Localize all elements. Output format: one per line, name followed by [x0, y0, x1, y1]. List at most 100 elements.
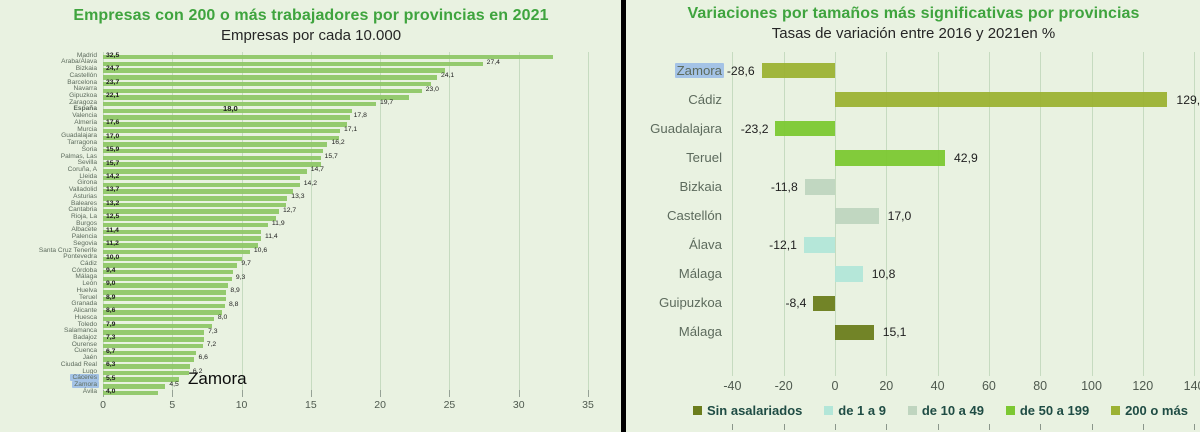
category-label: Baleares [0, 200, 99, 208]
bar [103, 202, 286, 208]
bar [835, 324, 874, 341]
category-label: Huelva [0, 287, 99, 295]
bar-value-label: 8,9 [230, 287, 240, 295]
axis-tick [1142, 424, 1144, 430]
bar [103, 249, 250, 255]
category-label: Palmas, Las [0, 153, 99, 161]
axis-tick [835, 424, 836, 430]
bar-value-label: 11,9 [271, 220, 285, 227]
bar [103, 316, 214, 322]
legend-swatch [1111, 405, 1121, 415]
bar [103, 350, 196, 356]
axis-tick-label: 25 [443, 399, 456, 411]
left-chart-subtitle: Empresas por cada 10.000 [220, 27, 402, 44]
category-label: Ávila [0, 388, 99, 396]
legend-swatch [1005, 405, 1015, 415]
category-label-text: Lugo [82, 367, 97, 375]
axis-tick-label: 0 [100, 399, 106, 411]
axis-tick-label: 80 [1033, 379, 1048, 393]
bar [103, 209, 279, 214]
bar-value-label: 7,2 [206, 340, 217, 348]
bar-value-label: 13,3 [291, 193, 305, 201]
bar-value-label: 9,3 [235, 273, 246, 281]
bar-value-label: 14,7 [310, 166, 324, 174]
axis-tick [587, 390, 589, 397]
bar [103, 162, 321, 167]
category-label-text: Araba/Álava [61, 58, 97, 66]
category-label: Rioja, La [0, 213, 99, 221]
category-label-text: Lleida [79, 172, 97, 180]
category-label-text: Huesca [74, 313, 97, 321]
category-label: Gipuzkoa [0, 92, 99, 100]
bar [103, 222, 268, 228]
bar-value-label: 9,7 [241, 260, 251, 268]
category-label-text: Toledo [77, 320, 97, 328]
category-label: Guadalajara [0, 132, 99, 140]
category-label: Valladolid [0, 186, 99, 194]
gridline [518, 52, 520, 390]
bar [835, 208, 879, 224]
category-label: Ciudad Real [0, 361, 99, 369]
bar [103, 135, 339, 141]
category-label-text: Teruel [686, 149, 722, 165]
bar [103, 128, 340, 134]
axis-tick [732, 424, 734, 430]
category-label-text: Bizkaia [75, 65, 97, 73]
category-label: Valencia [0, 112, 99, 120]
bar [103, 323, 213, 329]
axis-tick [172, 390, 174, 397]
bar-value-label: 10,8 [871, 267, 896, 282]
bar-value-label: 17,0 [106, 132, 120, 140]
category-label: Cuenca [0, 347, 99, 355]
bar-value-label: 12,5 [106, 213, 120, 221]
bar-value-label: 11,4 [106, 226, 119, 234]
legend-label: de 10 a 49 [921, 402, 984, 418]
category-label: Lugo [0, 367, 99, 376]
category-label: Málaga [627, 265, 724, 283]
bar-value-label: 6,6 [198, 354, 208, 362]
bar [103, 256, 242, 261]
bar [103, 236, 261, 241]
legend-item: de 10 a 49 [907, 402, 984, 418]
bar-value-label: -28,6 [726, 63, 755, 78]
bar [761, 62, 835, 79]
bar [835, 150, 946, 166]
axis-tick [310, 390, 312, 397]
category-label: Castellón [0, 72, 99, 80]
bar-value-label: -23,2 [740, 121, 769, 136]
category-label: Toledo [0, 320, 99, 329]
category-label-text: Santa Cruz Tenerife [38, 246, 97, 254]
bar-value-label: 11,4 [264, 233, 278, 241]
category-label-text: Salamanca [64, 327, 97, 335]
bar-value-label: 9,4 [106, 267, 116, 275]
category-label: Cádiz [0, 260, 99, 268]
bar [103, 343, 203, 349]
category-label: Lleida [0, 172, 99, 181]
axis-tick-label: -20 [774, 379, 793, 393]
category-label: España [0, 106, 99, 113]
legend-item: de 50 a 199 [1005, 403, 1089, 418]
bar-value-label: 17,1 [343, 125, 358, 133]
gridline [732, 52, 734, 376]
bar-value-label: 4,0 [106, 388, 116, 395]
category-label-text: Jaén [82, 354, 97, 362]
bar [103, 370, 189, 376]
gridline [103, 52, 104, 390]
bar [103, 229, 261, 235]
bar [103, 61, 483, 67]
bar [103, 377, 180, 382]
left-chart-title: Empresas con 200 o más trabajadores por … [73, 7, 549, 24]
zamora-annotation: Zamora [188, 369, 247, 388]
gridline [172, 52, 174, 390]
bar [775, 120, 835, 137]
category-label-text: Coruña, A [67, 165, 97, 173]
gridline [241, 52, 243, 390]
legend-item: Sin asalariados [693, 403, 802, 418]
gridline [1194, 52, 1196, 376]
bar [103, 384, 166, 389]
bar [103, 75, 437, 80]
bar-value-label: 13,7 [106, 186, 120, 194]
bar-value-label: 15,9 [106, 146, 120, 154]
axis-tick [449, 390, 451, 397]
category-label: Zaragoza [0, 99, 99, 107]
